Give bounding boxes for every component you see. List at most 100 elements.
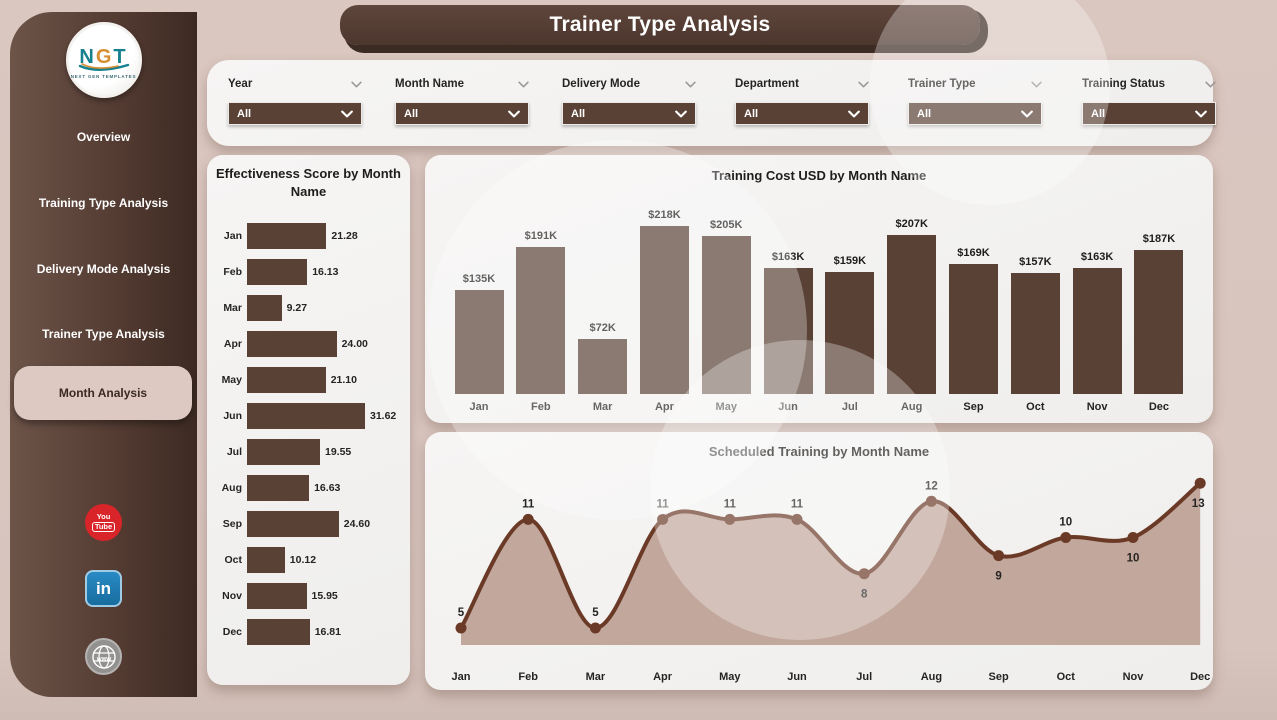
category-label: Mar bbox=[592, 401, 613, 413]
data-point-apr[interactable] bbox=[657, 513, 669, 525]
filter-header-year[interactable]: Year bbox=[228, 76, 362, 92]
chevron-down-icon bbox=[1205, 81, 1216, 87]
bar-nov[interactable] bbox=[247, 583, 307, 609]
bar-apr[interactable] bbox=[639, 226, 689, 394]
category-label: Sep bbox=[989, 671, 1009, 683]
cost-column-oct: $157K Oct bbox=[1009, 256, 1061, 413]
filter-dropdown-training-status[interactable]: All bbox=[1082, 102, 1216, 125]
category-label: May bbox=[715, 401, 737, 413]
category-label: Aug bbox=[921, 671, 942, 683]
bar-jun[interactable] bbox=[763, 268, 813, 394]
cost-column-jan: $135K Jan bbox=[453, 273, 505, 413]
value-label: $169K bbox=[957, 246, 990, 259]
social-youtube[interactable]: You Tube bbox=[10, 504, 197, 541]
bar-jul[interactable] bbox=[247, 439, 320, 465]
bar-sep[interactable] bbox=[247, 511, 339, 537]
data-point-jun[interactable] bbox=[791, 513, 803, 525]
sidebar-item-delivery-mode-analysis[interactable]: Delivery Mode Analysis bbox=[36, 262, 171, 276]
social-linkedin[interactable]: in bbox=[10, 570, 197, 607]
globe-icon[interactable]: www bbox=[85, 638, 122, 675]
bar-dec[interactable] bbox=[1134, 249, 1184, 394]
bar-oct[interactable] bbox=[247, 547, 285, 573]
bar-jun[interactable] bbox=[247, 403, 365, 429]
value-label: 11 bbox=[522, 498, 535, 510]
data-point-dec[interactable] bbox=[1194, 477, 1206, 489]
value-label: 19.55 bbox=[325, 446, 352, 458]
bar-mar[interactable] bbox=[247, 295, 282, 321]
value-label: 11 bbox=[791, 498, 804, 510]
filter-selected-value: All bbox=[744, 107, 759, 120]
category-label: Jul bbox=[226, 446, 242, 458]
sidebar-item-trainer-type-analysis[interactable]: Trainer Type Analysis bbox=[42, 327, 165, 341]
effectiveness-row-mar: Mar 9.27 bbox=[215, 295, 402, 321]
cost-column-sep: $169K Sep bbox=[948, 247, 1000, 413]
data-point-aug[interactable] bbox=[925, 495, 937, 507]
data-point-jan[interactable] bbox=[455, 622, 467, 634]
filter-dropdown-month-name[interactable]: All bbox=[395, 102, 529, 125]
ngt-logo: NGT NEXT GEN TEMPLATES bbox=[65, 22, 142, 98]
bar-sep[interactable] bbox=[949, 263, 998, 394]
category-label: May bbox=[221, 374, 242, 386]
youtube-icon[interactable]: You Tube bbox=[85, 504, 122, 541]
filter-selected-value: All bbox=[1091, 107, 1106, 120]
bar-aug[interactable] bbox=[247, 475, 310, 501]
sidebar-item-training-type-analysis[interactable]: Training Type Analysis bbox=[38, 196, 169, 210]
bar-jul[interactable] bbox=[825, 271, 875, 394]
logo-swoosh-icon bbox=[78, 63, 129, 71]
filter-label: Year bbox=[228, 78, 253, 90]
bar-may[interactable] bbox=[701, 236, 751, 394]
data-point-nov[interactable] bbox=[1127, 532, 1139, 543]
filter-dropdown-trainer-type[interactable]: All bbox=[908, 102, 1042, 125]
category-label: Apr bbox=[653, 671, 673, 683]
filter-label: Department bbox=[735, 78, 799, 90]
filter-dropdown-delivery-mode[interactable]: All bbox=[562, 102, 696, 125]
linkedin-icon[interactable]: in bbox=[85, 570, 122, 607]
filter-header-trainer-type[interactable]: Trainer Type bbox=[908, 76, 1042, 92]
filter-dropdown-department[interactable]: All bbox=[735, 102, 869, 125]
value-label: 15.95 bbox=[311, 590, 338, 602]
bar-aug[interactable] bbox=[887, 234, 937, 394]
value-label: 5 bbox=[458, 607, 465, 619]
data-point-may[interactable] bbox=[724, 513, 736, 525]
bar-oct[interactable] bbox=[1010, 273, 1060, 394]
page-title: Trainer Type Analysis bbox=[549, 13, 771, 36]
bar-apr[interactable] bbox=[247, 331, 337, 357]
chevron-down-icon bbox=[341, 110, 353, 117]
value-label: 5 bbox=[592, 607, 599, 619]
filter-dropdown-year[interactable]: All bbox=[228, 102, 362, 125]
bar-feb[interactable] bbox=[247, 259, 308, 285]
bar-jan[interactable] bbox=[247, 223, 327, 249]
cost-column-jul: $159K Jul bbox=[824, 255, 876, 413]
data-point-oct[interactable] bbox=[1060, 532, 1072, 543]
filter-header-department[interactable]: Department bbox=[735, 76, 869, 92]
bar-dec[interactable] bbox=[247, 619, 310, 645]
bar-feb[interactable] bbox=[516, 246, 566, 394]
value-label: 13 bbox=[1192, 498, 1205, 510]
filter-selected-value: All bbox=[917, 107, 932, 120]
value-label: $163K bbox=[1080, 251, 1114, 264]
linkedin-label: in bbox=[95, 578, 112, 598]
bar-nov[interactable] bbox=[1072, 268, 1122, 394]
bar-mar[interactable] bbox=[578, 338, 628, 394]
social-website[interactable]: www bbox=[10, 638, 197, 675]
data-point-jul[interactable] bbox=[858, 568, 870, 580]
sidebar-item-overview[interactable]: Overview bbox=[76, 130, 131, 144]
filter-bar: Year All Month Name All Delivery Mode All Depa… bbox=[207, 60, 1216, 146]
sidebar-item-month-analysis[interactable]: Month Analysis bbox=[14, 366, 192, 420]
filter-header-training-status[interactable]: Training Status bbox=[1082, 76, 1216, 92]
category-label: Nov bbox=[1086, 401, 1108, 413]
cost-column-aug: $207K Aug bbox=[886, 218, 938, 413]
category-label: Feb bbox=[518, 671, 538, 683]
value-label: 16.81 bbox=[314, 626, 341, 638]
value-label: 16.13 bbox=[312, 266, 339, 278]
data-point-sep[interactable] bbox=[993, 550, 1005, 562]
filter-header-delivery-mode[interactable]: Delivery Mode bbox=[562, 76, 696, 92]
bar-jan[interactable] bbox=[454, 290, 504, 394]
filter-header-month-name[interactable]: Month Name bbox=[395, 76, 529, 92]
bar-may[interactable] bbox=[247, 367, 326, 393]
effectiveness-row-dec: Dec 16.81 bbox=[215, 619, 402, 645]
chevron-down-icon bbox=[508, 110, 520, 117]
data-point-feb[interactable] bbox=[522, 513, 534, 525]
data-point-mar[interactable] bbox=[589, 622, 601, 634]
